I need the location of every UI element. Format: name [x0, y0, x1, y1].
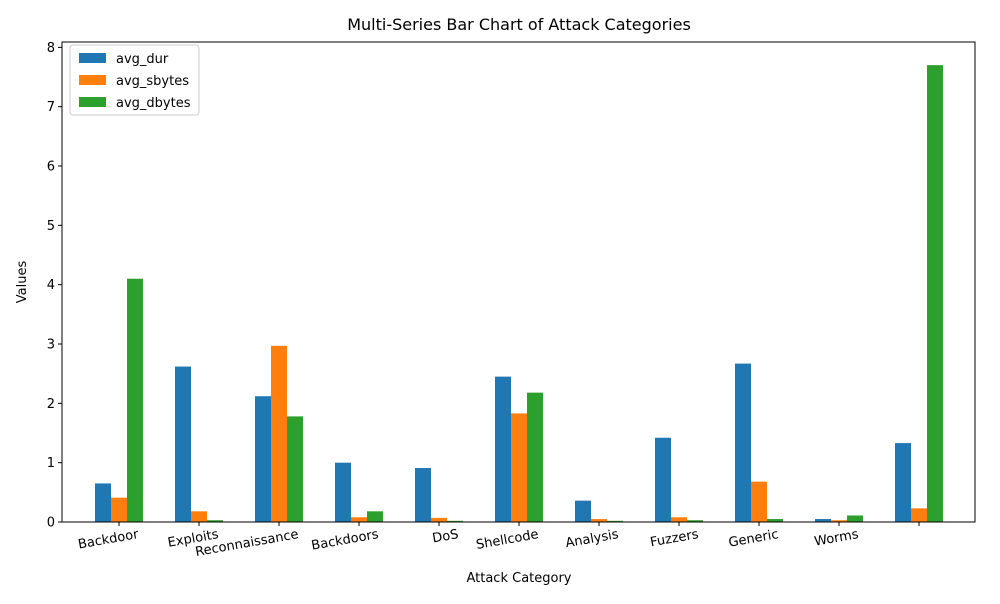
x-tick-label: DoS — [431, 527, 459, 546]
bar-avg_dbytes-6 — [607, 520, 623, 522]
y-tick-label: 7 — [47, 100, 55, 115]
bar-avg_dbytes-1 — [207, 520, 223, 522]
bar-avg_dur-2 — [255, 396, 271, 522]
y-tick-label: 5 — [47, 219, 55, 234]
bar-avg_dur-8 — [735, 363, 751, 522]
x-tick-label: Generic — [727, 527, 779, 551]
y-tick-label: 0 — [47, 516, 55, 531]
x-tick-label: Shellcode — [475, 527, 540, 553]
y-tick-label: 3 — [47, 338, 55, 353]
bar-avg_sbytes-8 — [751, 481, 767, 522]
y-tick-labels: 0 1 2 3 4 5 6 7 8 — [47, 41, 55, 531]
legend-label-avg_dur: avg_dur — [116, 52, 169, 67]
y-tick-label: 8 — [47, 41, 55, 56]
bar-avg_sbytes-10 — [911, 508, 927, 522]
axes-layer — [58, 41, 976, 526]
bar-avg_sbytes-6 — [591, 519, 607, 522]
bars-layer — [95, 65, 943, 522]
x-tick-label: Fuzzers — [649, 527, 700, 550]
legend-swatch-avg_dur — [79, 53, 106, 63]
bar-avg_dur-6 — [575, 500, 591, 522]
bar-avg_sbytes-0 — [111, 497, 127, 522]
y-axis-label: Values — [15, 261, 30, 304]
legend-label-avg_dbytes: avg_dbytes — [116, 96, 191, 111]
x-tick-label: Backdoors — [310, 527, 380, 554]
legend-label-avg_sbytes: avg_sbytes — [116, 74, 189, 89]
bar-avg_dbytes-7 — [687, 520, 703, 522]
bar-avg_dbytes-10 — [927, 65, 943, 522]
bar-avg_dbytes-9 — [847, 515, 863, 522]
chart-title: Multi-Series Bar Chart of Attack Categor… — [347, 15, 691, 34]
x-axis-label: Attack Category — [466, 571, 571, 586]
bar-avg_sbytes-2 — [271, 345, 287, 522]
bar-avg_dur-9 — [815, 519, 831, 522]
bar-avg_dur-0 — [95, 483, 111, 522]
bar-avg_dbytes-2 — [287, 416, 303, 522]
bar-avg_dur-1 — [175, 366, 191, 522]
bar-avg_sbytes-9 — [831, 520, 847, 522]
y-tick-label: 4 — [47, 278, 55, 293]
bar-avg_sbytes-3 — [351, 517, 367, 522]
x-tick-label: Analysis — [564, 527, 620, 551]
bar-avg_dbytes-8 — [767, 519, 783, 522]
legend-swatch-avg_dbytes — [79, 97, 106, 107]
bar-avg_dur-7 — [655, 437, 671, 522]
bar-avg_dur-5 — [495, 376, 511, 522]
bar-avg_dur-3 — [335, 462, 351, 522]
x-tick-label: Backdoor — [77, 527, 140, 552]
y-tick-label: 2 — [47, 397, 55, 412]
bar-avg_sbytes-5 — [511, 413, 527, 522]
bar-avg_dbytes-3 — [367, 511, 383, 522]
bar-avg_sbytes-7 — [671, 517, 687, 522]
bar-avg_dur-10 — [895, 443, 911, 522]
legend: avg_dur avg_sbytes avg_dbytes — [69, 44, 200, 116]
legend-swatch-avg_sbytes — [79, 75, 106, 85]
bar-avg_dbytes-5 — [527, 392, 543, 522]
bar-avg_dbytes-0 — [127, 278, 143, 522]
x-tick-label: Worms — [813, 527, 860, 550]
y-tick-label: 6 — [47, 160, 55, 175]
bar-avg_sbytes-1 — [191, 511, 207, 522]
y-tick-label: 1 — [47, 456, 55, 471]
bar-avg_dbytes-4 — [447, 520, 463, 522]
bar-avg_dur-4 — [415, 468, 431, 522]
bar-avg_sbytes-4 — [431, 517, 447, 522]
